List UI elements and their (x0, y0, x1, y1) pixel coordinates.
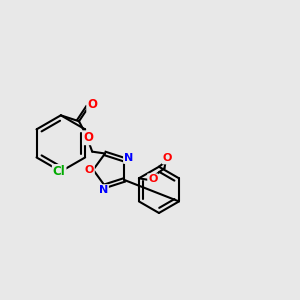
Text: O: O (148, 174, 158, 184)
Text: Cl: Cl (53, 165, 66, 178)
Text: O: O (85, 165, 94, 175)
Text: N: N (99, 185, 108, 195)
Text: O: O (83, 131, 93, 144)
Text: O: O (87, 98, 97, 111)
Text: O: O (163, 154, 172, 164)
Text: N: N (124, 153, 133, 163)
